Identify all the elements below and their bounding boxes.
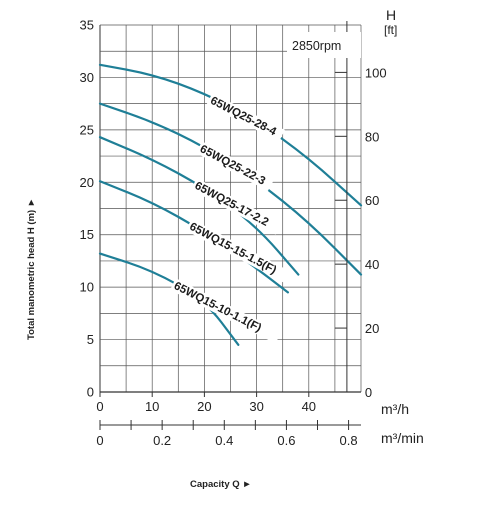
x-tick-label-m3min: 0.2 (153, 433, 171, 448)
x-unit-m3h: m³/h (381, 401, 409, 417)
curve-label-bg (190, 178, 282, 235)
right-tick-label: 60 (365, 193, 379, 208)
x-tick-label-m3min: 0 (96, 433, 103, 448)
y-tick-label: 30 (80, 70, 94, 85)
x-tick-label-m3h: 40 (302, 399, 316, 414)
y-tick-label: 15 (80, 227, 94, 242)
grid-lines (99, 24, 362, 393)
curve-4 (98, 252, 240, 346)
y-tick-label: 20 (80, 175, 94, 190)
curve-label-0: 65WQ25-28-4 (208, 95, 278, 139)
curve-label-bg (169, 278, 282, 344)
speed-label: 2850rpm (292, 39, 341, 53)
x-tick-label-m3h: 10 (145, 399, 159, 414)
curve-label-bg (206, 93, 285, 142)
y-tick-label: 10 (80, 280, 94, 295)
x-tick-label-m3min: 0.4 (215, 433, 233, 448)
right-axis-unit-ft: [ft] (384, 23, 397, 37)
curve-labels: 65WQ25-28-465WQ25-22-365WQ25-17-2.265WQ1… (169, 93, 297, 344)
curve-3 (98, 180, 290, 294)
curve-label-group: 65WQ25-28-4 (206, 93, 285, 142)
x-tick-label-m3min: 0.8 (340, 433, 358, 448)
x-tick-label-m3min: 0.6 (277, 433, 295, 448)
y-tick-label: 25 (80, 122, 94, 137)
axis-ticks: 0 5 10 15 20 25 30 35 0 20 40 60 80 100 0 10 20 30 40 0 0.2 0… (80, 18, 387, 449)
x-unit-m3min: m³/min (381, 430, 424, 446)
right-tick-label: 40 (365, 257, 379, 272)
y-axis-title: Total manometric head H (m) ► (26, 198, 37, 340)
x-tick-label-m3h: 0 (96, 399, 103, 414)
y-tick-label: 5 (87, 332, 94, 347)
right-tick-label: 0 (365, 385, 372, 400)
x-tick-label-m3h: 30 (249, 399, 263, 414)
curve-label-bg (185, 218, 297, 287)
right-tick-label: 20 (365, 321, 379, 336)
x-tick-label-m3h: 20 (197, 399, 211, 414)
x-axis-title: Capacity Q ► (190, 479, 252, 490)
curve-label-4: 65WQ15-10-1.1(F) (172, 280, 264, 335)
y-tick-label: 0 (87, 385, 94, 400)
speed-box (287, 32, 361, 58)
curve-label-3: 65WQ15-15-1.5(F) (187, 221, 278, 277)
y-tick-label: 35 (80, 18, 94, 33)
right-axis-unit-h: H (386, 7, 396, 23)
curve-label-group: 65WQ15-10-1.1(F) (169, 278, 282, 344)
right-tick-label: 100 (365, 65, 387, 80)
right-tick-label: 80 (365, 129, 379, 144)
curve-label-bg (196, 141, 274, 192)
curve-label-group: 65WQ25-22-3 (196, 141, 274, 192)
curve-2 (98, 136, 300, 276)
